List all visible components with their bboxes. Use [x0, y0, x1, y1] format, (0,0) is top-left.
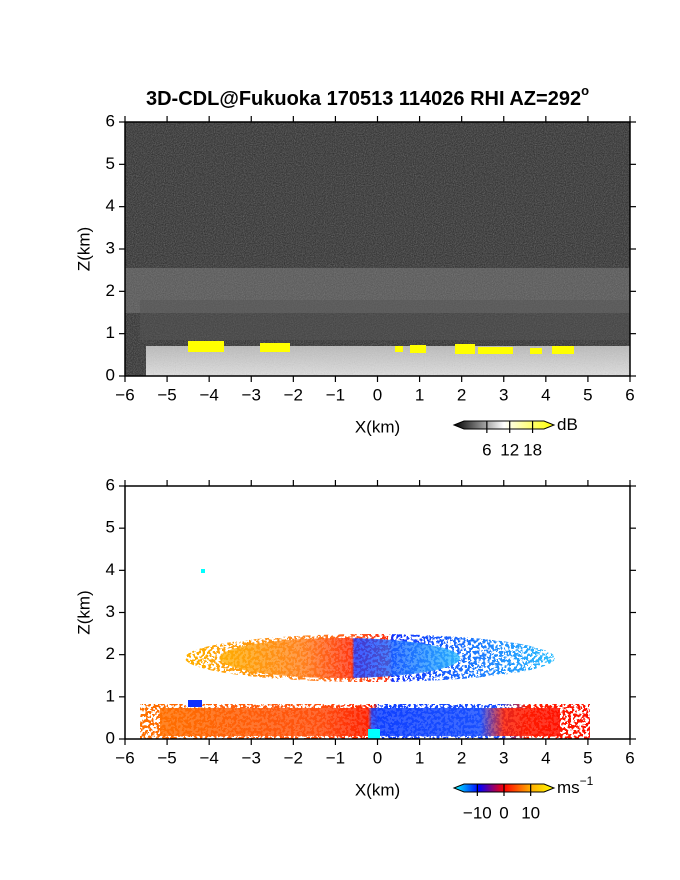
- colorbar-tick-label: 6: [482, 440, 491, 459]
- y-tick-label: 4: [106, 560, 115, 579]
- x-tick-label: 0: [373, 748, 382, 767]
- unit-superscript: −1: [580, 774, 594, 788]
- colorbar: [452, 420, 556, 430]
- y-tick-label: 4: [106, 196, 115, 215]
- colorbar-tick-label: 12: [500, 440, 519, 459]
- y-tick-label: 2: [106, 281, 115, 300]
- colorbar-unit: dB: [557, 415, 578, 434]
- x-tick-label: 3: [499, 748, 508, 767]
- chart-title: 3D-CDL@Fukuoka 170513 114026 RHI AZ=292o: [146, 83, 589, 110]
- x-tick-label: 6: [625, 385, 634, 404]
- y-tick-label: 0: [106, 365, 115, 384]
- x-tick-label: −6: [115, 748, 134, 767]
- y-tick-label: 1: [106, 323, 115, 342]
- x-tick-label: 5: [583, 748, 592, 767]
- x-tick-label: 5: [583, 385, 592, 404]
- title-text: 3D-CDL@Fukuoka 170513 114026 RHI AZ=292: [146, 88, 581, 110]
- unit-text: ms: [557, 778, 580, 797]
- x-tick-label: −4: [199, 385, 218, 404]
- y-tick-label: 5: [106, 518, 115, 537]
- x-tick-label: 0: [373, 385, 382, 404]
- x-tick-label: 2: [457, 385, 466, 404]
- y-tick-label: 6: [106, 111, 115, 130]
- x-tick-label: 1: [415, 748, 424, 767]
- x-tick-label: 6: [625, 748, 634, 767]
- velocity-image: [140, 569, 590, 739]
- x-tick-label: 4: [541, 385, 550, 404]
- y-tick-label: 2: [106, 644, 115, 663]
- x-tick-label: −3: [242, 385, 261, 404]
- y-axis-label: Z(km): [74, 590, 93, 634]
- x-tick-label: 4: [541, 748, 550, 767]
- unit-text: dB: [557, 415, 578, 434]
- colorbar-tick-label: 0: [499, 803, 508, 822]
- x-tick-label: −5: [157, 385, 176, 404]
- colorbar-unit: ms−1: [557, 774, 594, 797]
- x-tick-label: −1: [326, 748, 345, 767]
- x-tick-label: 3: [499, 385, 508, 404]
- y-axis-label: Z(km): [74, 227, 93, 271]
- x-tick-label: 1: [415, 385, 424, 404]
- title-superscript: o: [581, 83, 589, 98]
- x-tick-label: −2: [284, 748, 303, 767]
- x-axis-label: X(km): [355, 780, 400, 799]
- y-tick-label: 6: [106, 475, 115, 494]
- reflectivity-image: [125, 122, 630, 376]
- x-tick-label: −3: [242, 748, 261, 767]
- x-tick-label: −1: [326, 385, 345, 404]
- y-tick-label: 1: [106, 686, 115, 705]
- x-tick-label: −6: [115, 385, 134, 404]
- colorbar-tick-label: −10: [463, 803, 492, 822]
- colorbar-tick-label: 10: [521, 803, 540, 822]
- x-axis-label: X(km): [355, 417, 400, 436]
- y-tick-label: 0: [106, 728, 115, 747]
- x-tick-label: −4: [199, 748, 218, 767]
- colorbar-tick-label: 18: [523, 440, 542, 459]
- y-tick-label: 3: [106, 238, 115, 257]
- y-tick-label: 3: [106, 602, 115, 621]
- x-tick-label: 2: [457, 748, 466, 767]
- x-tick-label: −2: [284, 385, 303, 404]
- x-tick-label: −5: [157, 748, 176, 767]
- y-tick-label: 5: [106, 154, 115, 173]
